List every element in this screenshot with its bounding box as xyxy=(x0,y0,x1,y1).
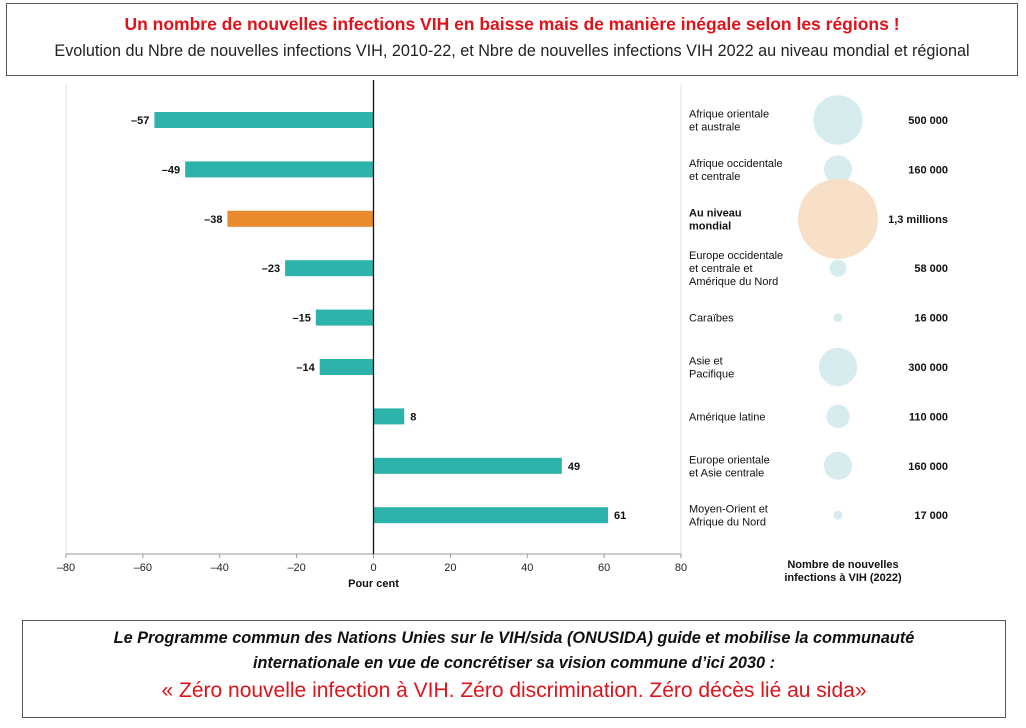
footer-quote: « Zéro nouvelle infection à VIH. Zéro di… xyxy=(161,679,867,702)
region-label: Asie et xyxy=(689,356,723,368)
x-tick-label: –80 xyxy=(57,562,75,574)
x-axis-label: Pour cent xyxy=(348,578,399,590)
bubble-value-label: 300 000 xyxy=(908,362,948,374)
data-label: –38 xyxy=(204,214,222,226)
bar xyxy=(319,359,374,375)
region-label: Amérique du Nord xyxy=(689,276,778,288)
region-label: et australe xyxy=(689,122,740,134)
bubble xyxy=(818,347,858,387)
bubble xyxy=(826,404,850,429)
region-label: Caraïbes xyxy=(689,313,734,325)
region-label: Pacifique xyxy=(689,369,734,381)
footer-box: Le Programme commun des Nations Unies su… xyxy=(22,620,1006,718)
x-tick-label: 20 xyxy=(444,562,456,574)
region-label: et centrale et xyxy=(689,263,753,275)
data-label: 49 xyxy=(568,461,580,473)
bubble-title: infections à VIH (2022) xyxy=(784,572,902,584)
bubble-value-label: 160 000 xyxy=(908,164,948,176)
header-box: Un nombre de nouvelles infections VIH en… xyxy=(6,3,1018,76)
bubble xyxy=(813,95,863,145)
data-label: –49 xyxy=(162,164,180,176)
bubble-value-label: 110 000 xyxy=(909,411,948,423)
bar xyxy=(373,507,608,524)
data-label: –14 xyxy=(296,362,315,374)
data-label: –57 xyxy=(131,115,149,127)
x-tick-label: –20 xyxy=(287,562,305,574)
footer-line-1: Le Programme commun des Nations Unies su… xyxy=(113,629,915,647)
bubble-value-label: 500 000 xyxy=(908,115,948,127)
bubble-value-label: 58 000 xyxy=(914,263,948,275)
x-tick-label: –60 xyxy=(134,562,152,574)
footer-line-2: internationale en vue de concrétiser sa … xyxy=(252,654,776,672)
data-label: 61 xyxy=(614,510,626,522)
region-label: Afrique occidentale xyxy=(689,158,783,170)
bubble-title: Nombre de nouvelles xyxy=(787,559,898,571)
region-label: Amérique latine xyxy=(689,411,765,423)
bubble xyxy=(833,313,843,323)
region-label: mondial xyxy=(689,220,731,232)
bubble xyxy=(823,451,853,480)
region-label: et Asie centrale xyxy=(689,467,764,479)
page-title: Un nombre de nouvelles infections VIH en… xyxy=(124,14,900,34)
region-label: Europe orientale xyxy=(689,454,770,466)
data-label: –23 xyxy=(262,263,280,275)
data-label: –15 xyxy=(292,313,310,325)
bubble-value-label: 1,3 millions xyxy=(888,214,948,226)
bubble-value-label: 17 000 xyxy=(914,510,948,522)
region-label: Moyen-Orient et xyxy=(689,504,768,516)
chart-area: –57 –49 –38 –23 –15 –14 8 49 61 –80 –60 –40 –20 0 20 40… xyxy=(57,80,948,590)
bubble-value-label: 160 000 xyxy=(908,461,948,473)
bar xyxy=(373,408,405,425)
bubble xyxy=(829,259,847,277)
bubble xyxy=(798,178,878,259)
bar xyxy=(227,210,374,227)
x-tick-label: 80 xyxy=(675,562,687,574)
x-tick-label: –40 xyxy=(211,562,229,574)
bar xyxy=(315,309,374,326)
page-subtitle: Evolution du Nbre de nouvelles infection… xyxy=(54,42,970,60)
x-tick-label: 0 xyxy=(370,562,376,574)
region-label: Afrique orientale xyxy=(689,109,769,121)
bubble-value-label: 16 000 xyxy=(914,313,948,325)
bar xyxy=(154,112,374,128)
bar xyxy=(285,260,374,277)
data-label: 8 xyxy=(410,411,416,423)
region-label: Europe occidentale xyxy=(689,250,783,262)
region-label: Afrique du Nord xyxy=(689,517,766,529)
bar xyxy=(185,161,374,178)
bar xyxy=(373,457,562,474)
x-tick-label: 40 xyxy=(521,562,533,574)
x-tick-label: 60 xyxy=(598,562,610,574)
region-label: Au niveau xyxy=(689,207,742,219)
bubble xyxy=(823,155,853,184)
region-label: et centrale xyxy=(689,171,740,183)
bubble xyxy=(833,510,843,520)
